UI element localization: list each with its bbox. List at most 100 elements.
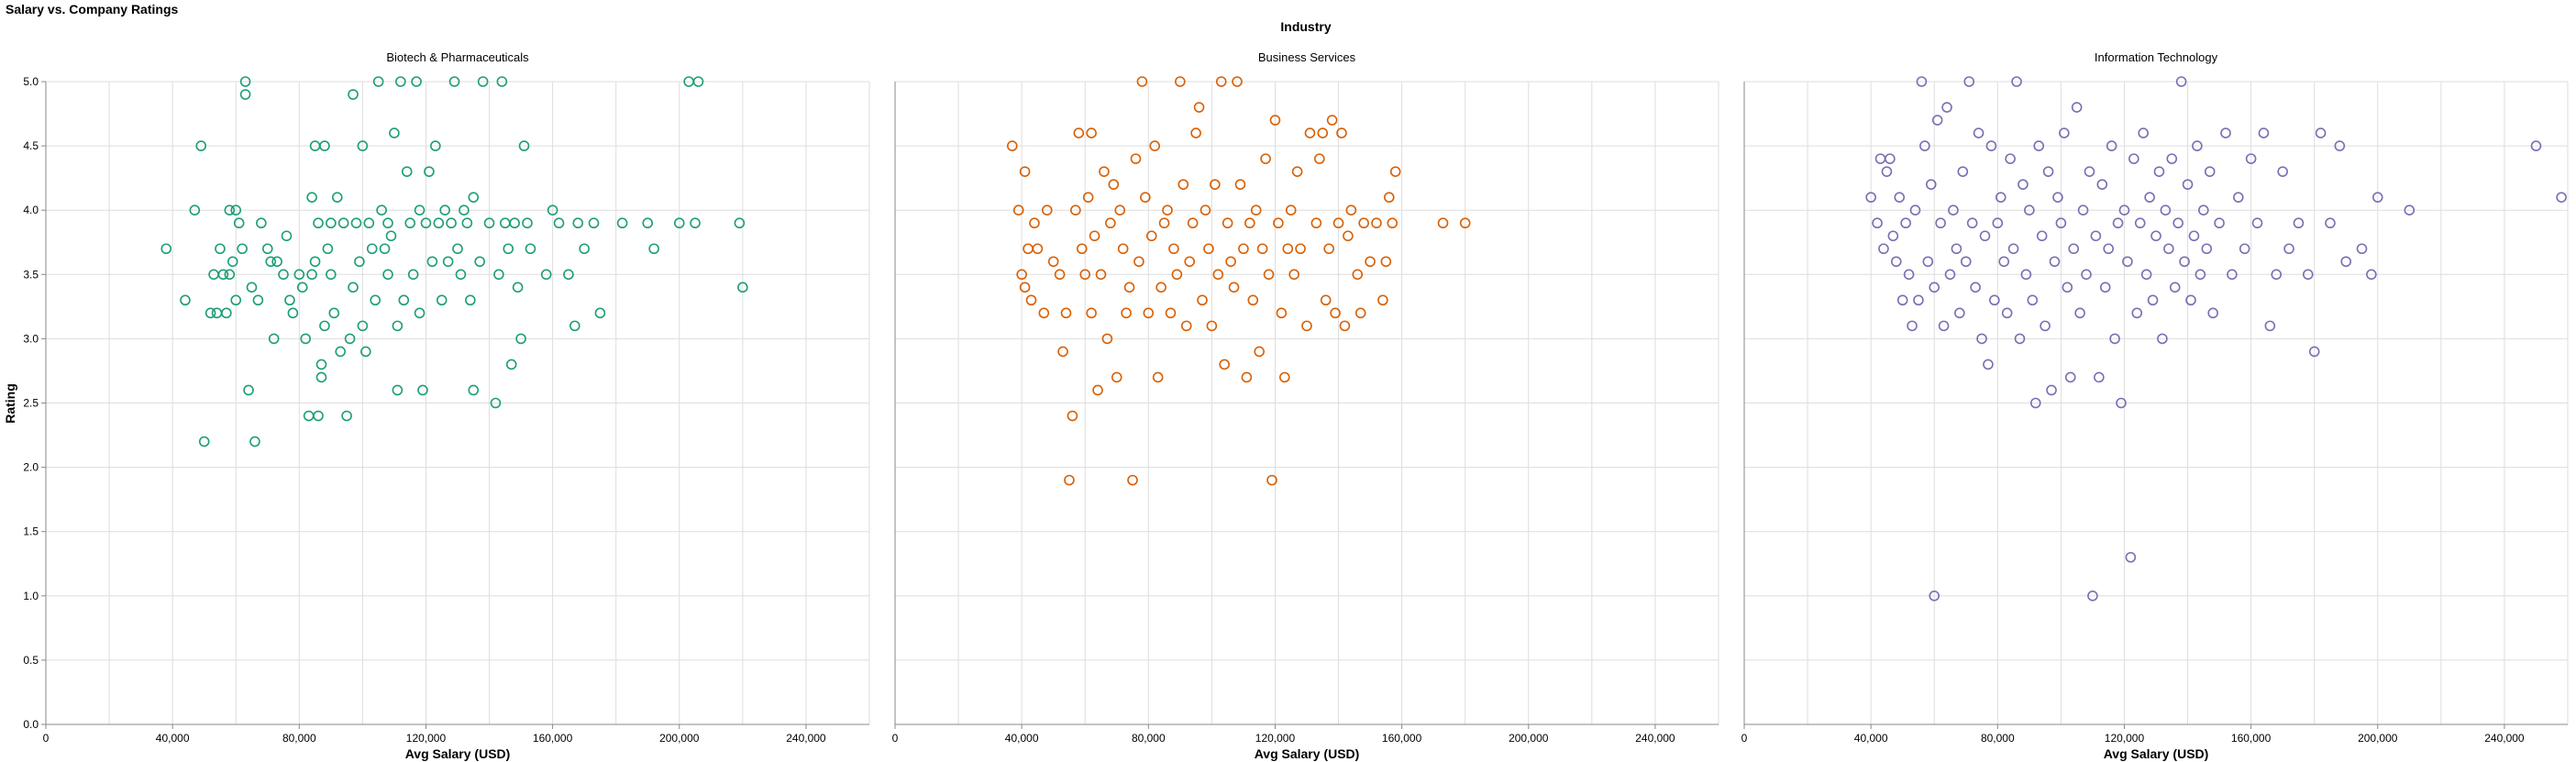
data-point: [2160, 204, 2172, 215]
data-point: [2308, 346, 2320, 358]
data-point: [224, 269, 236, 281]
data-point: [1105, 217, 1116, 229]
data-point: [237, 243, 248, 255]
data-point: [1210, 179, 1221, 190]
data-point: [2001, 307, 2013, 319]
data-point: [1922, 256, 1934, 268]
data-point: [1073, 127, 1085, 138]
data-point: [1114, 204, 1126, 215]
data-point: [313, 410, 324, 422]
data-point: [1371, 217, 1382, 229]
data-point: [1865, 192, 1876, 203]
y-tick-label: 1.0: [23, 590, 39, 602]
x-tick-label: 0: [892, 732, 899, 745]
data-point: [315, 359, 327, 370]
data-point: [648, 243, 659, 255]
data-point: [1180, 320, 1192, 332]
data-point: [2140, 269, 2152, 281]
data-point: [366, 243, 378, 255]
data-point: [1890, 256, 1902, 268]
panel-title: Biotech & Pharmaceuticals: [386, 50, 529, 64]
data-point: [1029, 217, 1040, 229]
data-point: [563, 269, 574, 281]
data-point: [1459, 217, 1471, 229]
data-point: [1301, 320, 1312, 332]
data-point: [1992, 217, 2004, 229]
data-point: [1023, 243, 1034, 255]
data-point: [2179, 256, 2190, 268]
data-point: [579, 243, 590, 255]
data-point: [1038, 307, 1050, 319]
x-tick-label: 80,000: [282, 732, 316, 745]
data-point: [1352, 269, 1364, 281]
data-point: [1938, 320, 1950, 332]
data-point: [1019, 166, 1031, 177]
data-point: [1158, 217, 1170, 229]
data-point: [1900, 217, 1911, 229]
data-point: [341, 410, 352, 422]
data-point: [1067, 410, 1078, 422]
data-point: [505, 359, 517, 370]
data-point: [2096, 179, 2108, 190]
data-point: [2090, 230, 2102, 242]
data-point: [496, 76, 508, 87]
data-point: [2163, 243, 2174, 255]
y-tick-label: 0.0: [23, 718, 39, 731]
data-point: [265, 256, 277, 268]
data-point: [455, 269, 467, 281]
data-point: [1276, 307, 1288, 319]
data-point: [2404, 204, 2416, 215]
data-point: [326, 269, 337, 281]
data-point: [673, 217, 685, 229]
data-point: [2166, 153, 2178, 164]
data-point: [1099, 166, 1110, 177]
data-point: [293, 269, 305, 281]
data-point: [1241, 371, 1253, 383]
data-point: [1288, 269, 1299, 281]
data-point: [2271, 269, 2283, 281]
data-point: [303, 410, 315, 422]
data-point: [2356, 243, 2368, 255]
data-point: [503, 243, 514, 255]
data-point: [1190, 127, 1201, 138]
data-point: [2106, 140, 2117, 151]
data-point: [2198, 204, 2209, 215]
data-point: [420, 217, 432, 229]
data-point: [1197, 294, 1208, 306]
data-point: [1162, 204, 1173, 215]
data-point: [1101, 333, 1113, 345]
data-point: [2340, 256, 2352, 268]
data-point: [395, 76, 406, 87]
data-point: [306, 269, 317, 281]
data-point: [376, 204, 387, 215]
data-point: [281, 230, 293, 242]
data-point: [2138, 127, 2149, 138]
data-point: [2020, 269, 2032, 281]
data-point: [414, 204, 426, 215]
data-point: [350, 217, 362, 229]
data-point: [1200, 204, 1211, 215]
data-point: [1187, 217, 1199, 229]
data-point: [1339, 320, 1351, 332]
data-point: [411, 76, 422, 87]
data-point: [372, 76, 384, 87]
data-point: [1389, 166, 1401, 177]
data-point: [468, 192, 480, 203]
data-point: [474, 256, 485, 268]
data-point: [1089, 230, 1100, 242]
facet-panel-0: Biotech & Pharmaceuticals 0 40,000 80,000 12…: [23, 50, 870, 761]
data-point: [515, 333, 526, 345]
data-point: [1310, 217, 1322, 229]
data-point: [1111, 371, 1122, 383]
data-point: [335, 346, 347, 358]
data-point: [2233, 192, 2244, 203]
data-point: [326, 217, 337, 229]
data-point: [2059, 127, 2070, 138]
data-point: [2150, 230, 2161, 242]
data-point: [2277, 166, 2288, 177]
data-point: [2071, 102, 2083, 113]
data-point: [1874, 153, 1886, 164]
data-point: [1970, 282, 1981, 293]
data-point: [1925, 179, 1937, 190]
data-point: [1206, 320, 1218, 332]
